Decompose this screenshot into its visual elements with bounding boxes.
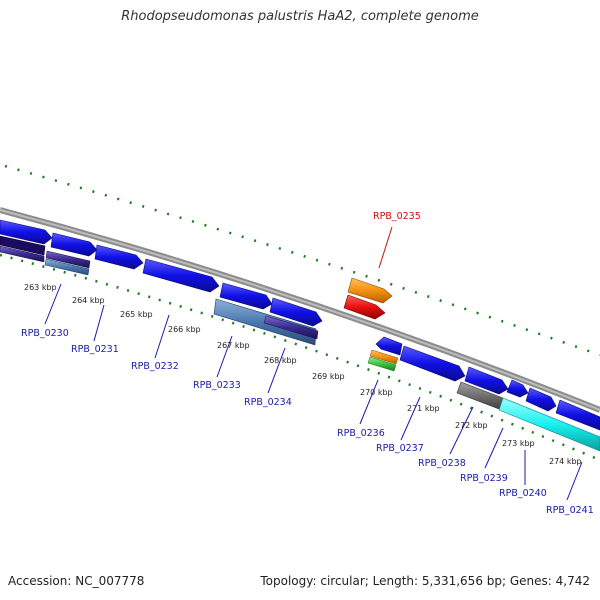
kbp-tick-label: 264 kbp xyxy=(72,296,105,305)
gene-feature[interactable] xyxy=(456,381,504,410)
gene-label[interactable]: RPB_0234 xyxy=(244,397,292,408)
genome-summary: Topology: circular; Length: 5,331,656 bp… xyxy=(260,574,590,588)
backbone-line-inner xyxy=(0,209,600,411)
kbp-ticks: 263 kbp 264 kbp 265 kbp 266 kbp 267 kbp … xyxy=(24,283,582,466)
gene-labels: RPB_0230 RPB_0231 RPB_0232 RPB_0233 RPB_… xyxy=(21,211,594,516)
gene-label[interactable]: RPB_0240 xyxy=(499,488,547,499)
gene-feature[interactable] xyxy=(44,258,90,276)
kbp-tick-label: 273 kbp xyxy=(502,439,535,448)
kbp-tick-label: 265 kbp xyxy=(120,310,153,319)
gene-label[interactable]: RPB_0237 xyxy=(376,443,424,454)
kbp-tick-label: 266 kbp xyxy=(168,325,201,334)
kbp-tick-label: 271 kbp xyxy=(407,404,440,413)
gene-feature[interactable] xyxy=(369,349,399,365)
gene-feature[interactable] xyxy=(0,235,46,256)
gene-feature[interactable] xyxy=(367,356,397,372)
gene-label[interactable]: RPB_0233 xyxy=(193,380,241,391)
gene-arrow[interactable] xyxy=(0,219,53,245)
kbp-tick-label: 272 kbp xyxy=(455,421,488,430)
gene-arrow[interactable] xyxy=(464,366,509,395)
gene-arrow[interactable] xyxy=(375,336,403,356)
gene-label[interactable]: RPB_0235 xyxy=(373,211,421,222)
gene-arrow[interactable] xyxy=(269,297,323,327)
gene-feature[interactable] xyxy=(263,315,319,340)
gene-arrow[interactable] xyxy=(525,387,557,412)
gene-arrow[interactable] xyxy=(347,277,393,304)
gene-feature[interactable] xyxy=(498,397,600,452)
gene-label[interactable]: RPB_0236 xyxy=(337,428,385,439)
gene-features xyxy=(0,219,600,452)
kbp-tick-label: 274 kbp xyxy=(549,457,582,466)
gene-arrow[interactable] xyxy=(50,232,98,257)
kbp-tick-label: 267 kbp xyxy=(217,341,250,350)
gene-arrow[interactable] xyxy=(506,379,529,398)
gene-label[interactable]: RPB_0239 xyxy=(460,473,508,484)
gene-arrow[interactable] xyxy=(142,258,220,293)
gene-arrow[interactable] xyxy=(399,345,466,382)
gene-label-leaders xyxy=(44,226,583,501)
accession-label: Accession: NC_007778 xyxy=(8,574,145,588)
gene-label[interactable]: RPB_0232 xyxy=(131,361,179,372)
gene-arrow[interactable] xyxy=(343,294,386,320)
gene-label[interactable]: RPB_0241 xyxy=(546,505,594,516)
kbp-tick-label: 263 kbp xyxy=(24,283,57,292)
gene-feature[interactable] xyxy=(45,250,91,269)
gene-label[interactable]: RPB_0238 xyxy=(418,458,466,469)
kbp-tick-label: 270 kbp xyxy=(360,388,393,397)
gene-feature[interactable] xyxy=(0,245,45,263)
gene-arrow[interactable] xyxy=(555,399,600,431)
kbp-tick-label: 269 kbp xyxy=(312,372,345,381)
inner-tick-ring xyxy=(0,253,600,462)
genome-title: Rhodopseudomonas palustris HaA2, complet… xyxy=(121,9,479,24)
gene-label[interactable]: RPB_0230 xyxy=(21,328,69,339)
gene-arrow[interactable] xyxy=(94,244,144,270)
gene-arrow[interactable] xyxy=(219,282,273,310)
gene-label[interactable]: RPB_0231 xyxy=(71,344,119,355)
